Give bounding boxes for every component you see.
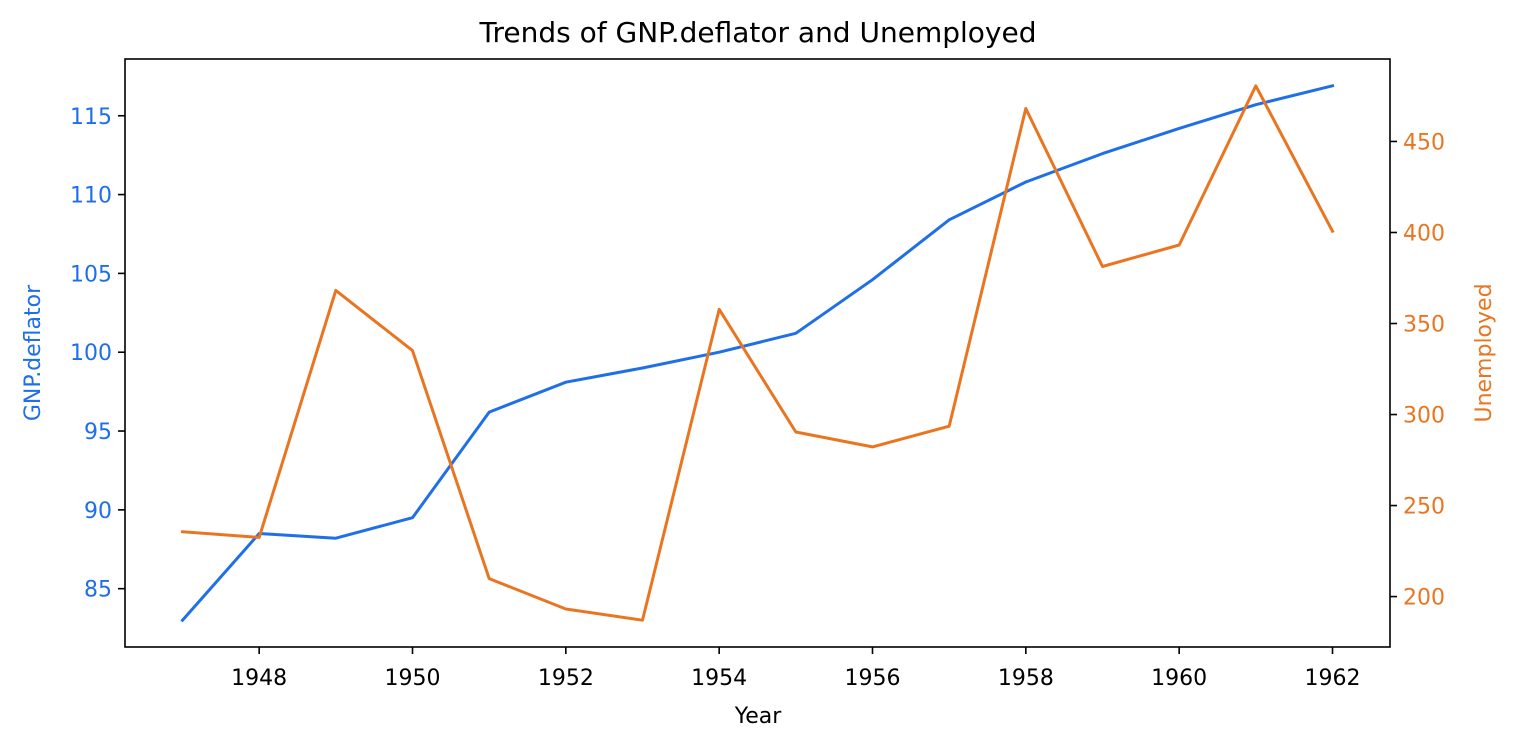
chart-title: Trends of GNP.deflator and Unemployed bbox=[479, 16, 1037, 49]
left-y-tick-label: 110 bbox=[70, 184, 112, 209]
x-tick-label: 1956 bbox=[845, 666, 901, 691]
series-line-gnp-deflator bbox=[180, 83, 1335, 623]
x-tick-label: 1948 bbox=[231, 666, 287, 691]
right-y-tick-label: 450 bbox=[1403, 130, 1445, 155]
plot-area: 1948 1950 1952 1954 1956 1958 1960 1962 85 90 95 10… bbox=[70, 58, 1445, 691]
series-line-unemployed bbox=[180, 84, 1335, 622]
right-y-tick-label: 200 bbox=[1403, 586, 1445, 611]
right-y-tick-label: 300 bbox=[1403, 404, 1445, 429]
right-y-axis-title: Unemployed bbox=[1472, 283, 1497, 422]
left-y-tick-label: 85 bbox=[84, 578, 112, 603]
plot-frame bbox=[124, 58, 1391, 648]
left-y-axis-title: GNP.deflator bbox=[21, 284, 46, 421]
x-tick-label: 1962 bbox=[1305, 666, 1361, 691]
left-y-tick-label: 105 bbox=[70, 262, 112, 287]
x-tick-label: 1952 bbox=[538, 666, 594, 691]
x-tick-label: 1950 bbox=[385, 666, 441, 691]
left-y-tick-label: 95 bbox=[84, 420, 112, 445]
left-y-tick-label: 115 bbox=[70, 105, 112, 130]
x-axis-title: Year bbox=[734, 704, 783, 729]
x-tick-label: 1960 bbox=[1151, 666, 1207, 691]
right-y-tick-label: 400 bbox=[1403, 221, 1445, 246]
left-y-tick-label: 100 bbox=[70, 341, 112, 366]
right-y-tick-label: 350 bbox=[1403, 313, 1445, 338]
right-y-tick-label: 250 bbox=[1403, 495, 1445, 520]
left-y-tick-label: 90 bbox=[84, 499, 112, 524]
x-tick-label: 1958 bbox=[998, 666, 1054, 691]
x-tick-label: 1954 bbox=[691, 666, 747, 691]
